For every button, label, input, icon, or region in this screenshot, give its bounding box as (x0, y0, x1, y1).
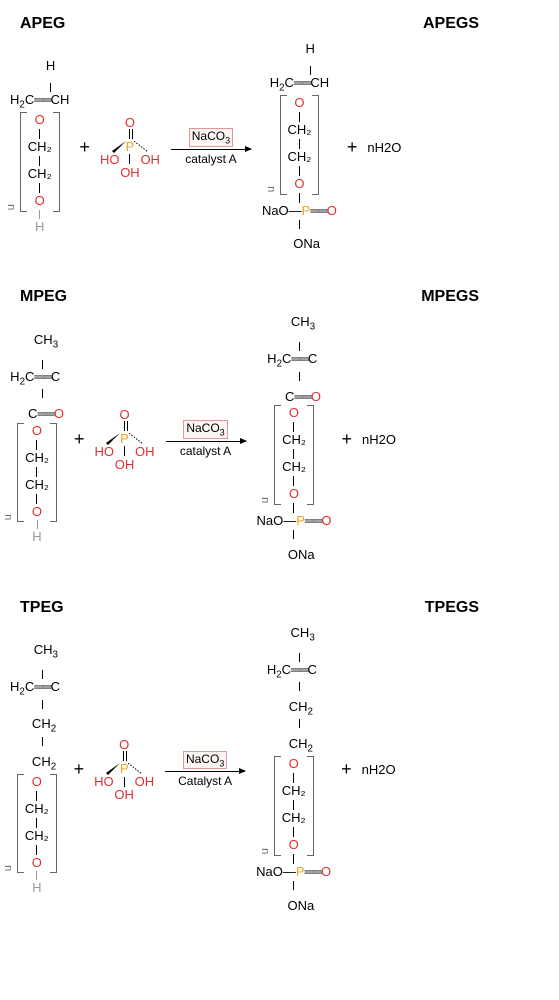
product-label: TPEGS (425, 599, 479, 617)
reagent-bottom: Catalyst A (178, 774, 232, 788)
ether-o: O (35, 193, 45, 210)
plus-sign: + (343, 137, 362, 158)
plus-sign: + (75, 137, 94, 158)
reactant-structure: H H2C══CH u O CH₂ CH₂ O H (10, 58, 69, 236)
byproduct: nH2O (362, 432, 396, 447)
reaction-arrow: NaCO3 catalyst A (161, 420, 251, 457)
reagent-top: NaCO3 (183, 751, 227, 769)
arrow-line (171, 149, 251, 150)
reactant-structure: CH3 H2C══C CH2 CH2 u O CH₂ CH₂ O (10, 642, 64, 897)
phosphoric-acid: O P HO OH OH (100, 116, 160, 179)
reaction-header: TPEG TPEGS (10, 599, 549, 617)
product-label: APEGS (423, 15, 479, 33)
byproduct: nH2O (362, 762, 396, 777)
product-structure: CH3 H2C══C CH2 CH2 u O CH₂ CH₂ O (256, 625, 331, 915)
reagent-bottom: catalyst A (185, 152, 236, 166)
byproduct: nH2O (367, 140, 401, 155)
product-structure: H H2C══CH u O CH₂ CH₂ O NaO—P══O ONa (262, 41, 337, 253)
reactant-structure: CH3 H2C══C C══O u O CH₂ CH₂ O H (10, 332, 64, 547)
reaction-mpeg: MPEG MPEGS CH3 H2C══C C══O u O CH₂ CH₂ O (10, 288, 549, 563)
reaction-header: APEG APEGS (10, 15, 549, 33)
plus-sign: + (70, 429, 89, 450)
plus-sign: + (70, 759, 89, 780)
ether-o: O (35, 112, 45, 129)
reaction-body: CH3 H2C══C CH2 CH2 u O CH₂ CH₂ O (10, 625, 549, 915)
reactant-label: TPEG (20, 599, 64, 617)
plus-sign: + (337, 759, 356, 780)
reaction-header: MPEG MPEGS (10, 288, 549, 306)
product-structure: CH3 H2C══C C══O u O CH₂ CH₂ O NaO—P══O (257, 314, 332, 563)
terminal-h: H (35, 219, 44, 236)
reagent-top: NaCO3 (183, 420, 227, 438)
phosphoric-acid: O P HO OH OH (94, 738, 154, 801)
reaction-arrow: NaCO3 Catalyst A (160, 751, 250, 788)
reaction-body: H H2C══CH u O CH₂ CH₂ O H + O (10, 41, 549, 253)
plus-sign: + (337, 429, 356, 450)
product-label: MPEGS (421, 288, 479, 306)
reagent-bottom: catalyst A (180, 444, 231, 458)
reaction-apeg: APEG APEGS H H2C══CH u O CH₂ CH₂ O H (10, 15, 549, 253)
reaction-body: CH3 H2C══C C══O u O CH₂ CH₂ O H + (10, 314, 549, 563)
phosphoric-acid: O P HO OH OH (95, 408, 155, 471)
reagent-top: NaCO3 (189, 128, 233, 146)
reaction-tpeg: TPEG TPEGS CH3 H2C══C CH2 CH2 u O CH₂ C (10, 599, 549, 915)
ch2: CH₂ (28, 166, 52, 183)
reactant-label: MPEG (20, 288, 67, 306)
ch2: CH₂ (28, 139, 52, 156)
reaction-arrow: NaCO3 catalyst A (166, 128, 256, 165)
reactant-label: APEG (20, 15, 65, 33)
repeat-subscript: u (4, 204, 18, 210)
